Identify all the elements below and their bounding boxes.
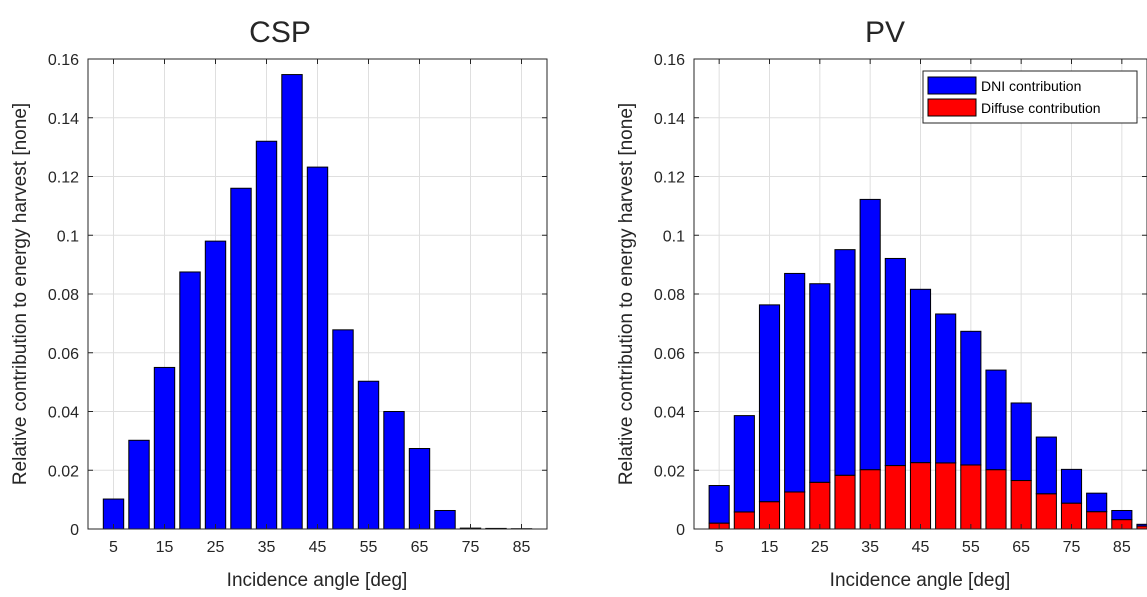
bar-diffuse-contribution-35 <box>860 470 880 529</box>
x-tick-label: 55 <box>360 539 378 556</box>
x-tick-label: 45 <box>309 539 327 556</box>
bar-value-60 <box>384 412 404 530</box>
bar-value-65 <box>409 449 429 529</box>
bar-dni-contribution-50 <box>936 314 956 463</box>
x-tick-label: 55 <box>962 539 980 556</box>
y-tick-label: 0.08 <box>48 287 79 304</box>
y-tick-label: 0.02 <box>48 463 79 480</box>
bar-dni-contribution-80 <box>1087 493 1107 512</box>
bar-dni-contribution-70 <box>1036 437 1056 494</box>
x-tick-label: 85 <box>1113 539 1131 556</box>
bar-dni-contribution-45 <box>910 289 930 462</box>
x-tick-label: 35 <box>258 539 276 556</box>
legend: DNI contribution Diffuse contribution <box>923 71 1137 123</box>
y-tick-label: 0 <box>70 522 79 539</box>
bar-dni-contribution-35 <box>860 199 880 469</box>
y-tick-label: 0.14 <box>48 111 79 128</box>
bar-value-20 <box>180 272 200 529</box>
y-tick-label: 0.06 <box>654 346 685 363</box>
legend-swatch-diffuse-contribution <box>928 99 976 116</box>
x-tick-label: 75 <box>462 539 480 556</box>
y-tick-label: 0.12 <box>654 170 685 187</box>
x-tick-label: 35 <box>861 539 879 556</box>
bar-dni-contribution-75 <box>1061 469 1081 503</box>
x-tick-label: 15 <box>761 539 779 556</box>
chart-title: CSP <box>249 16 311 49</box>
y-tick-label: 0.08 <box>654 287 685 304</box>
bar-diffuse-contribution-45 <box>910 463 930 529</box>
bar-dni-contribution-65 <box>1011 403 1031 481</box>
bar-diffuse-contribution-70 <box>1036 494 1056 529</box>
x-tick-label: 65 <box>1012 539 1030 556</box>
bar-diffuse-contribution-60 <box>986 470 1006 529</box>
bar-value-35 <box>256 141 276 529</box>
x-tick-label: 65 <box>411 539 429 556</box>
bar-value-50 <box>333 330 353 529</box>
x-tick-label: 45 <box>912 539 930 556</box>
y-tick-label: 0.06 <box>48 346 79 363</box>
x-axis-label: Incidence angle [deg] <box>227 570 408 591</box>
bar-value-45 <box>307 167 327 529</box>
chart-panel-csp: 5 15 25 35 45 55 65 75 85 0 0.02 0.04 0.06 0.08 0.1 0.1… <box>10 16 547 591</box>
bar-dni-contribution-55 <box>961 331 981 465</box>
bar-dni-contribution-5 <box>709 486 729 524</box>
bar-diffuse-contribution-50 <box>936 463 956 529</box>
chart-panel-pv: 5 15 25 35 45 55 65 75 85 0 0.02 0.04 0.06 0.08 0.1 0.1… <box>616 16 1147 591</box>
x-tick-label: 25 <box>811 539 829 556</box>
legend-entry: Diffuse contribution <box>981 100 1101 116</box>
legend-swatch-dni-contribution <box>928 77 976 94</box>
bar-diffuse-contribution-25 <box>810 482 830 529</box>
bar-dni-contribution-25 <box>810 284 830 483</box>
bar-diffuse-contribution-30 <box>835 475 855 529</box>
bar-dni-contribution-10 <box>734 416 754 512</box>
bar-dni-contribution-60 <box>986 370 1006 470</box>
x-tick-label: 85 <box>513 539 531 556</box>
bar-dni-contribution-85 <box>1112 510 1132 519</box>
y-tick-label: 0.16 <box>654 52 685 69</box>
bar-value-25 <box>205 241 225 529</box>
bar-value-10 <box>129 440 149 529</box>
y-tick-label: 0.16 <box>48 52 79 69</box>
bar-diffuse-contribution-80 <box>1087 512 1107 529</box>
y-tick-label: 0.04 <box>48 405 79 422</box>
y-tick-label: 0.02 <box>654 463 685 480</box>
bar-value-55 <box>358 381 378 529</box>
bar-value-70 <box>435 510 455 529</box>
bar-dni-contribution-40 <box>885 258 905 465</box>
bar-dni-contribution-30 <box>835 250 855 476</box>
bar-dni-contribution-15 <box>759 305 779 502</box>
legend-entry: DNI contribution <box>981 78 1081 94</box>
y-tick-label: 0.1 <box>663 228 685 245</box>
y-tick-label: 0.04 <box>654 405 685 422</box>
chart-title: PV <box>865 16 905 49</box>
bar-value-40 <box>282 75 302 529</box>
y-tick-label: 0.1 <box>57 228 79 245</box>
bar-diffuse-contribution-40 <box>885 466 905 529</box>
y-axis-label: Relative contribution to energy harvest … <box>616 103 637 485</box>
x-axis-label: Incidence angle [deg] <box>830 570 1011 591</box>
bar-value-15 <box>154 367 174 529</box>
x-tick-label: 5 <box>109 539 118 556</box>
bar-dni-contribution-20 <box>785 273 805 492</box>
bar-dni-contribution-90 <box>1137 524 1147 526</box>
bar-value-30 <box>231 188 251 529</box>
x-tick-label: 15 <box>156 539 174 556</box>
x-tick-label: 5 <box>715 539 724 556</box>
bar-diffuse-contribution-55 <box>961 465 981 529</box>
y-tick-label: 0.14 <box>654 111 685 128</box>
bar-diffuse-contribution-10 <box>734 512 754 529</box>
y-axis-label: Relative contribution to energy harvest … <box>10 103 31 485</box>
bar-diffuse-contribution-20 <box>785 492 805 529</box>
bar-diffuse-contribution-65 <box>1011 481 1031 529</box>
x-tick-label: 25 <box>207 539 225 556</box>
x-tick-label: 75 <box>1063 539 1081 556</box>
y-tick-label: 0.12 <box>48 170 79 187</box>
y-tick-label: 0 <box>676 522 685 539</box>
